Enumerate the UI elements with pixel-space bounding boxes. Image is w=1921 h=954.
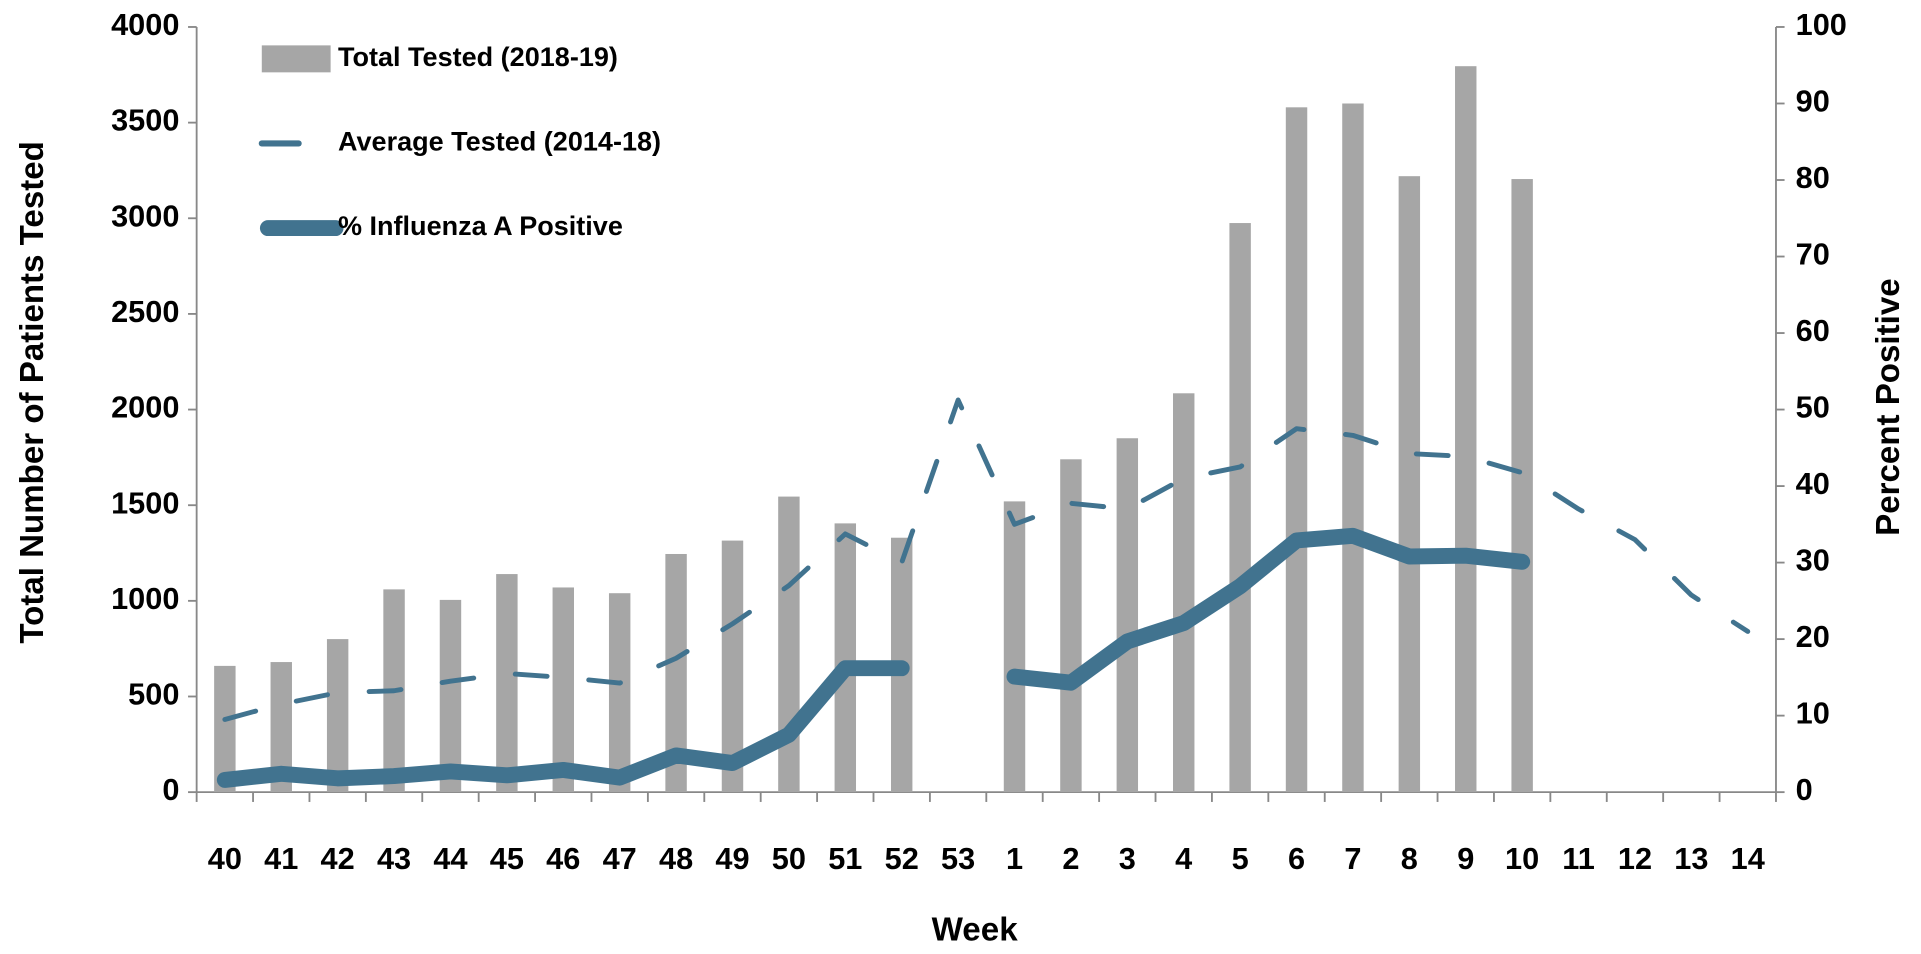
bar xyxy=(721,540,744,793)
bar xyxy=(1398,176,1421,793)
x-axis-title: Week xyxy=(932,912,1019,949)
y2-tick-label: 80 xyxy=(1796,160,1830,195)
bar xyxy=(270,662,292,793)
x-tick-label: 46 xyxy=(546,841,580,876)
y-tick-label: 3000 xyxy=(111,198,179,233)
y2-tick-label: 40 xyxy=(1796,466,1830,501)
x-tick-label: 13 xyxy=(1674,841,1708,876)
x-tick-label: 12 xyxy=(1618,841,1652,876)
y-tick-label: 3500 xyxy=(111,103,179,138)
y2-axis-title: Percent Positive xyxy=(1870,278,1907,535)
bar xyxy=(1060,459,1082,793)
dashed-line xyxy=(222,397,1751,722)
x-tick-label: 4 xyxy=(1175,841,1192,876)
y-tick-label: 500 xyxy=(128,677,179,712)
x-tick-label: 47 xyxy=(603,841,637,876)
y2-tick-label: 90 xyxy=(1796,84,1830,119)
y2-tick-label: 30 xyxy=(1796,543,1830,578)
bar xyxy=(1173,393,1195,793)
legend-label: Average Tested (2014-18) xyxy=(338,127,661,157)
x-tick-label: 5 xyxy=(1232,841,1249,876)
bar xyxy=(1116,438,1139,793)
x-tick-label: 8 xyxy=(1401,841,1418,876)
bar xyxy=(1285,107,1308,793)
y2-tick-label: 60 xyxy=(1796,313,1830,348)
y2-tick-label: 20 xyxy=(1796,619,1830,654)
x-tick-label: 3 xyxy=(1119,841,1136,876)
bar xyxy=(214,665,236,793)
bar xyxy=(439,599,462,793)
x-tick-label: 1 xyxy=(1006,841,1023,876)
x-tick-label: 45 xyxy=(490,841,524,876)
x-tick-label: 48 xyxy=(659,841,693,876)
x-tick-label: 42 xyxy=(321,841,355,876)
bar xyxy=(1342,103,1364,793)
line xyxy=(216,527,1531,788)
legend-swatch xyxy=(261,45,331,73)
x-tick-label: 2 xyxy=(1062,841,1079,876)
y2-tick-label: 70 xyxy=(1796,237,1830,272)
bar xyxy=(496,574,518,793)
bar xyxy=(326,639,349,793)
y-tick-label: 1500 xyxy=(111,485,179,520)
x-tick-label: 11 xyxy=(1562,841,1594,876)
x-tick-label: 52 xyxy=(885,841,919,876)
x-tick-label: 50 xyxy=(772,841,806,876)
y-tick-label: 2000 xyxy=(111,390,179,425)
x-tick-label: 53 xyxy=(941,841,975,876)
x-tick-label: 44 xyxy=(433,841,467,876)
y-tick-label: 1000 xyxy=(111,581,179,616)
x-tick-label: 41 xyxy=(264,841,298,876)
y2-tick-label: 100 xyxy=(1796,7,1847,42)
y-axis-title: Total Number of Patients Tested xyxy=(14,141,51,643)
y-tick-label: 2500 xyxy=(111,294,179,329)
x-tick-label: 49 xyxy=(715,841,749,876)
y2-tick-label: 50 xyxy=(1796,390,1830,425)
x-tick-label: 14 xyxy=(1731,841,1765,876)
bar xyxy=(778,496,800,793)
bar xyxy=(1003,501,1026,793)
x-tick-label: 10 xyxy=(1505,841,1539,876)
bar xyxy=(1455,66,1477,793)
legend-label: % Influenza A Positive xyxy=(338,211,623,241)
x-tick-label: 9 xyxy=(1457,841,1474,876)
bar xyxy=(608,593,631,793)
legend-label: Total Tested (2018-19) xyxy=(338,42,618,72)
y-tick-label: 0 xyxy=(162,772,179,807)
x-tick-label: 51 xyxy=(828,841,862,876)
x-tick-label: 43 xyxy=(377,841,411,876)
bar xyxy=(1511,179,1533,793)
x-tick-label: 40 xyxy=(208,841,242,876)
bar xyxy=(552,587,574,793)
y-tick-label: 4000 xyxy=(111,7,179,42)
bar xyxy=(834,523,857,793)
x-tick-label: 6 xyxy=(1288,841,1305,876)
y2-tick-label: 10 xyxy=(1796,696,1830,731)
bar xyxy=(1229,223,1251,793)
bar xyxy=(665,553,687,793)
x-tick-label: 7 xyxy=(1344,841,1361,876)
y2-tick-label: 0 xyxy=(1796,772,1813,807)
